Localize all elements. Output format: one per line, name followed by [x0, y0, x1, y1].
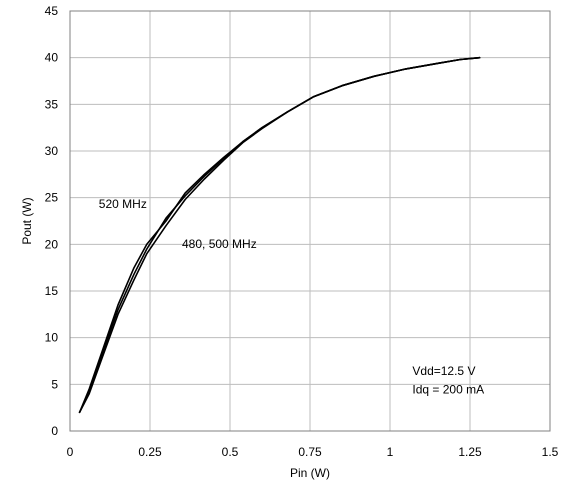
y-tick-label: 45	[45, 4, 59, 18]
y-tick-label: 5	[51, 377, 58, 391]
x-axis-label: Pin (W)	[290, 466, 330, 480]
y-tick-label: 20	[45, 237, 59, 251]
x-tick-label: 1.25	[458, 445, 482, 459]
label-vdd: Vdd=12.5 V	[412, 364, 475, 378]
series-line-3	[78, 56, 481, 414]
series-line-2	[78, 56, 481, 414]
label-idq: Idq = 200 mA	[412, 383, 484, 397]
label-520-mhz: 520 MHz	[99, 197, 147, 211]
x-tick-label: 0.25	[138, 445, 162, 459]
series-line-1	[78, 56, 481, 414]
x-tick-label: 1	[387, 445, 394, 459]
y-tick-label: 15	[45, 284, 59, 298]
series-layer	[78, 56, 481, 414]
y-tick-label: 35	[45, 97, 59, 111]
x-tick-label: 0.75	[298, 445, 322, 459]
x-tick-label: 0	[67, 445, 74, 459]
label-480-500-mhz: 480, 500 MHz	[182, 237, 257, 251]
y-tick-label: 25	[45, 191, 59, 205]
y-tick-label: 30	[45, 144, 59, 158]
y-tick-labels: 0 5 10 15 20 25 30 35 40 45	[45, 4, 59, 438]
y-tick-label: 40	[45, 51, 59, 65]
plot-frame	[69, 10, 551, 432]
y-axis-label: Pout (W)	[20, 197, 34, 244]
y-tick-label: 0	[51, 424, 58, 438]
gridlines	[69, 10, 551, 432]
y-tick-label: 10	[45, 331, 59, 345]
annotations: 520 MHz 480, 500 MHz Vdd=12.5 V Idq = 200 m…	[99, 197, 484, 397]
x-tick-label: 0.5	[222, 445, 239, 459]
x-tick-label: 1.5	[542, 445, 559, 459]
x-tick-labels: 0 0.25 0.5 0.75 1 1.25 1.5	[67, 445, 559, 459]
